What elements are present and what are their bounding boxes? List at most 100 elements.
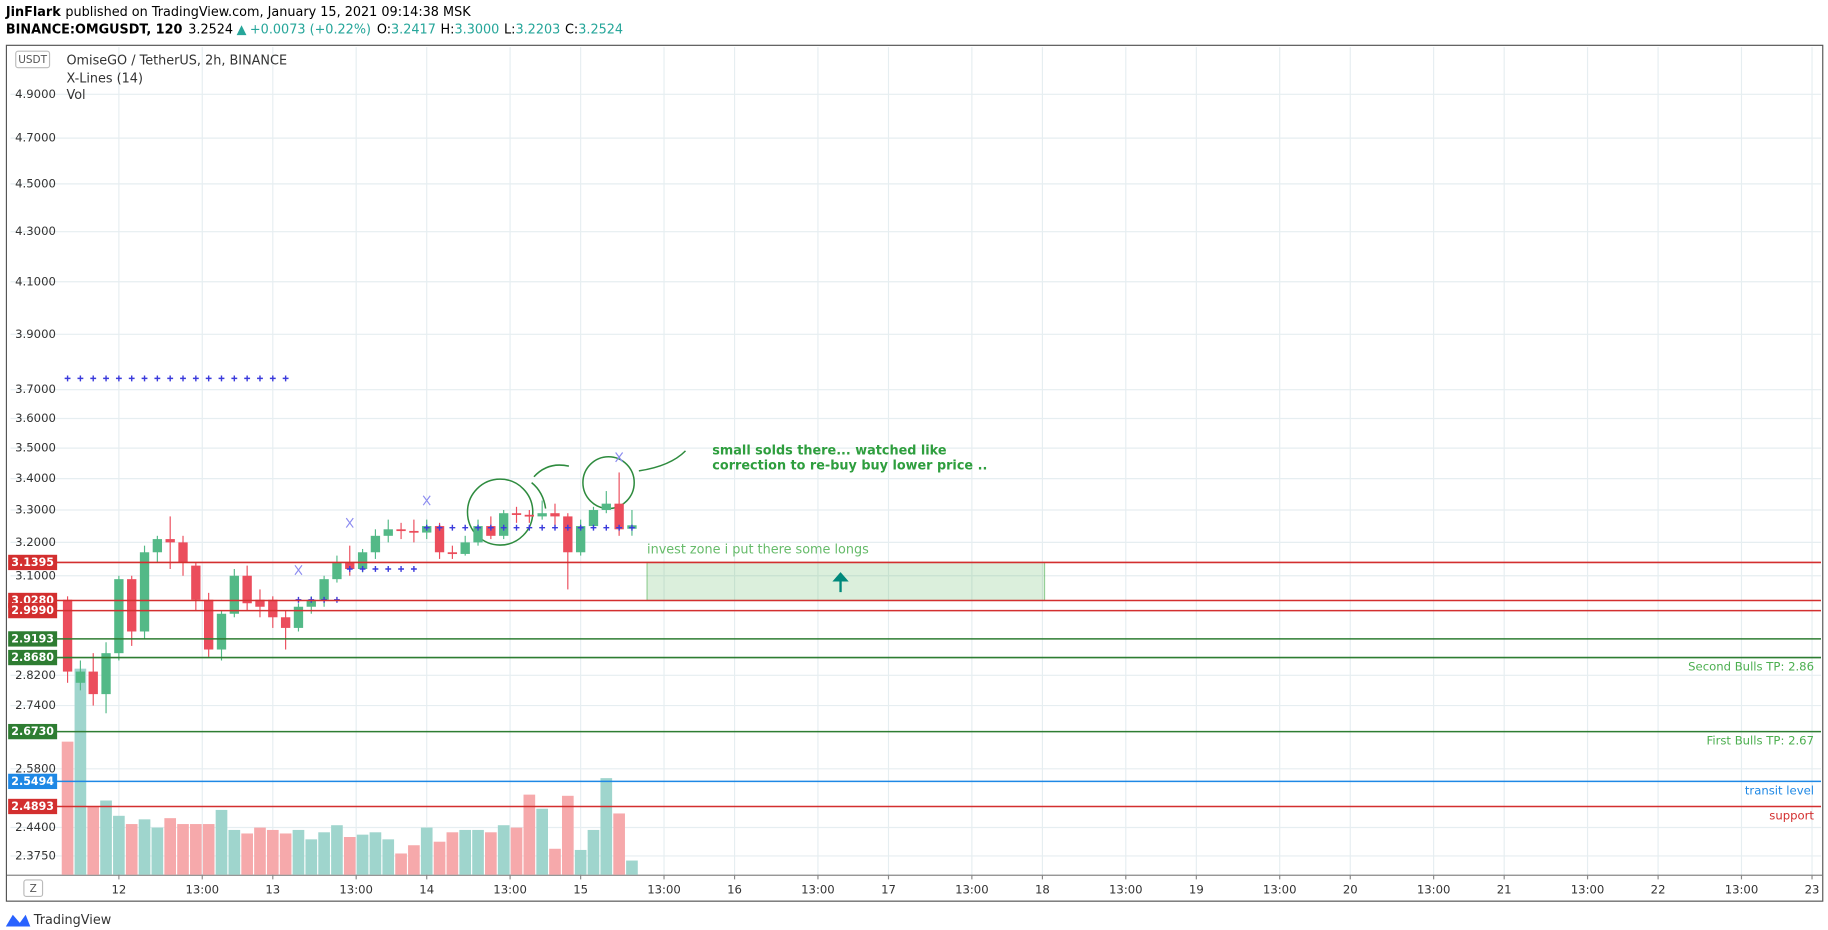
xline-marker [590, 524, 597, 531]
candle-body [88, 671, 98, 695]
xline-marker [577, 524, 584, 531]
candle-body [434, 526, 445, 553]
candle-body [191, 565, 201, 600]
candle-body [447, 552, 458, 555]
xline-marker [539, 524, 546, 531]
level-label: 2.9990 [11, 604, 54, 617]
z-button-label: Z [30, 883, 37, 895]
xline-plus [462, 524, 469, 531]
legend-title: OmiseGO / TetherUS, 2h, BINANCE [66, 54, 287, 69]
x-tick-label: 13:00 [1725, 882, 1759, 896]
xline-plus [192, 375, 199, 382]
xline-marker [141, 375, 148, 382]
level-label: 3.1395 [11, 556, 54, 569]
z-button[interactable] [23, 879, 44, 898]
y-tick-label: 4.5000 [15, 176, 56, 190]
xline-marker [269, 375, 276, 382]
volume-bar [318, 832, 330, 875]
candle-body [370, 535, 381, 553]
y-tick-label: 2.3750 [15, 848, 56, 862]
candle-body [127, 579, 137, 632]
xline-marker [513, 524, 520, 531]
volume-bar [510, 827, 523, 875]
candle-body [101, 653, 111, 695]
volume-bar [433, 841, 446, 875]
candle-body [139, 552, 150, 632]
x-tick-label: 22 [1651, 882, 1666, 896]
volume-bar [613, 813, 625, 875]
y-tick-label: 4.7000 [15, 131, 56, 145]
x-tick-label: 13:00 [1263, 882, 1297, 896]
currency-badge[interactable] [15, 50, 51, 69]
level-note: Second Bulls TP: 2.86 [1688, 659, 1814, 673]
volume-bar [202, 824, 215, 875]
xline-plus [167, 375, 174, 382]
xline-marker [257, 375, 263, 382]
x-tick-label: 13:00 [647, 882, 681, 896]
direction: ▲ [237, 22, 247, 37]
x-tick-label: 13:00 [1109, 882, 1143, 896]
xline-cross [615, 452, 624, 463]
candle-body [550, 513, 560, 517]
xline-plus [603, 524, 610, 531]
y-tick-label: 3.5000 [15, 441, 56, 455]
candle-body [614, 503, 624, 530]
xline-marker [629, 524, 635, 531]
xline-plus [154, 375, 161, 382]
volume-bar [254, 827, 266, 875]
y-tick-label: 2.4400 [15, 820, 56, 834]
ohlc-value: 3.2203 [515, 22, 560, 37]
annotation: small solds there... watched like [712, 443, 947, 458]
ohlc-key: C: [565, 22, 578, 37]
volume-bar [420, 827, 433, 875]
level-label: 2.4893 [11, 800, 54, 813]
volume-bar [587, 829, 600, 875]
xline-plus [423, 524, 430, 531]
xline-marker [231, 375, 238, 382]
last-price: 3.2524 [188, 22, 233, 37]
xline-plus [577, 524, 584, 531]
level-badge [8, 723, 58, 740]
candle-body [280, 617, 291, 628]
xline-marker [128, 375, 135, 382]
y-tick-label: 2.5800 [15, 761, 56, 775]
xline-plus [616, 524, 623, 531]
candle-body [537, 513, 547, 517]
volume-bar [356, 834, 369, 875]
xline-marker [167, 375, 174, 382]
volume-bar [561, 795, 574, 875]
candle-body [216, 613, 227, 650]
xline-marker [410, 566, 417, 572]
x-tick-label: 13:00 [1417, 882, 1451, 896]
candle-body [268, 599, 278, 618]
x-tick-label: 13:00 [1571, 882, 1605, 896]
xline-marker [154, 375, 161, 382]
volume-bar [536, 808, 548, 875]
volume-bar [100, 800, 112, 875]
level-label: 2.6730 [11, 725, 54, 738]
level-badge [8, 631, 58, 647]
volume-bar [164, 818, 177, 875]
xline-marker [462, 524, 469, 531]
currency: USDT [18, 54, 47, 66]
volume-bar [177, 824, 189, 875]
volume-bar [472, 829, 484, 875]
volume-bar [626, 860, 638, 875]
xline-plus [257, 375, 263, 382]
published: published on TradingView.com, January 15… [65, 4, 471, 19]
candle-body [152, 539, 163, 553]
ohlc-key: O: [377, 22, 391, 37]
y-tick-label: 3.7000 [15, 382, 56, 396]
xline-plus [90, 375, 97, 382]
xline-marker [423, 524, 430, 531]
legend-indicator: X-Lines (14) [66, 71, 143, 86]
xline-marker [180, 375, 186, 382]
volume-bar [408, 845, 420, 875]
volume-bar [343, 837, 356, 875]
level-note: support [1769, 808, 1814, 822]
x-tick-label: 21 [1497, 882, 1512, 896]
y-tick-label: 3.6000 [15, 411, 56, 425]
